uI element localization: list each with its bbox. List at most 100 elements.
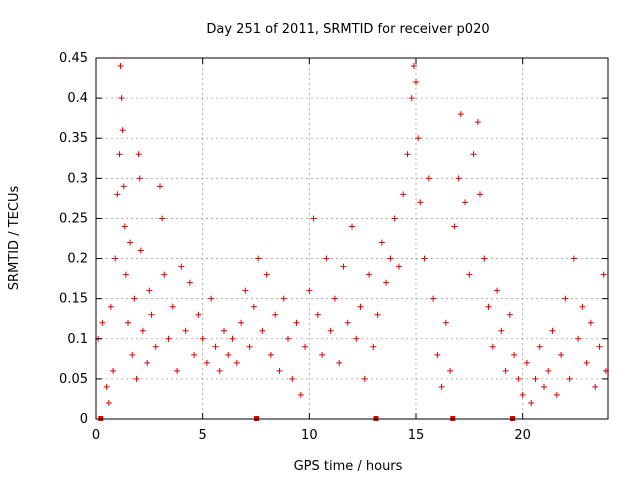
data-point [545,367,552,374]
data-point [306,287,313,294]
data-point [474,119,481,126]
data-point [447,367,454,374]
data-point [566,375,573,382]
y-tick-label: 0 [80,412,88,427]
data-point [263,271,270,278]
data-point [413,79,419,86]
data-point [203,359,210,366]
data-point [319,351,326,358]
data-point [528,399,535,406]
data-point [152,343,159,350]
data-point [195,311,202,318]
data-point [225,351,232,358]
data-point [242,287,249,294]
data-point [562,295,569,302]
data-point [125,319,131,326]
y-tick-label: 0.25 [59,211,88,226]
data-point [344,319,351,326]
data-point [131,295,138,302]
data-point [157,183,163,190]
y-tick-label: 0.3 [67,171,88,186]
data-point [494,287,501,294]
x-tick-label: 10 [301,428,318,443]
data-point [208,295,215,302]
x-axis: 0 5 10 15 20 [92,58,531,443]
data-point [558,351,565,358]
data-point [233,359,240,366]
data-point [250,303,257,310]
data-point [127,239,134,246]
y-tick-label: 0.05 [59,372,88,387]
plot-frame [95,57,609,420]
data-point [122,271,129,278]
data-point [238,319,245,326]
data-point [391,215,398,222]
data-point [255,255,262,262]
data-point [105,399,112,406]
data-point [331,295,338,302]
data-point [139,327,146,334]
data-point [116,151,123,158]
data-point [408,95,415,102]
data-point [361,375,368,382]
data-point [579,303,586,310]
data-point [442,319,449,326]
data-point [553,391,560,398]
data-point [216,367,223,374]
data-point [466,271,473,278]
data-point [421,255,428,262]
data-point [425,175,432,182]
data-point [133,375,140,382]
y-tick-label: 0.15 [59,292,88,307]
data-point [415,135,422,142]
data-point [191,351,198,358]
data-point [549,327,556,334]
data-point [353,335,360,342]
y-tick-label: 0.45 [59,51,88,66]
data-point [229,335,236,342]
data-point [378,239,385,246]
data-point [383,279,390,286]
data-point [434,351,441,358]
data-point [575,335,582,342]
data-point [357,303,364,310]
data-point [186,279,193,286]
data-point [314,311,321,318]
data-point [400,191,407,198]
data-point [246,343,253,350]
data-point [169,303,176,310]
data-point [118,95,125,102]
data-point [159,215,166,222]
data-point [583,359,590,366]
data-point [121,223,128,230]
data-point [438,383,445,390]
data-point [600,271,607,278]
data-point [511,351,518,358]
data-point [289,375,296,382]
grid-layer [96,58,608,419]
data-point [327,327,334,334]
data-point [455,175,462,182]
data-point [280,295,287,302]
data-point [297,391,304,398]
data-point [120,183,127,190]
data-point [165,335,172,342]
data-point [221,327,227,334]
data-point [417,199,424,206]
y-tick-label: 0.2 [67,252,88,267]
y-tick-label: 0.35 [59,131,88,146]
data-point [144,359,151,366]
data-point [136,175,143,182]
data-point [114,191,121,198]
data-point [374,311,381,318]
data-point [485,303,492,310]
data-point [119,127,126,134]
y-axis-title: SRMTID / TECUs [7,186,22,291]
data-point [137,247,144,254]
chart-title: Day 251 of 2011, SRMTID for receiver p02… [206,22,489,37]
data-point [135,151,142,158]
data-point [489,343,496,350]
data-point [370,343,377,350]
data-point [174,367,181,374]
data-point [349,223,355,230]
